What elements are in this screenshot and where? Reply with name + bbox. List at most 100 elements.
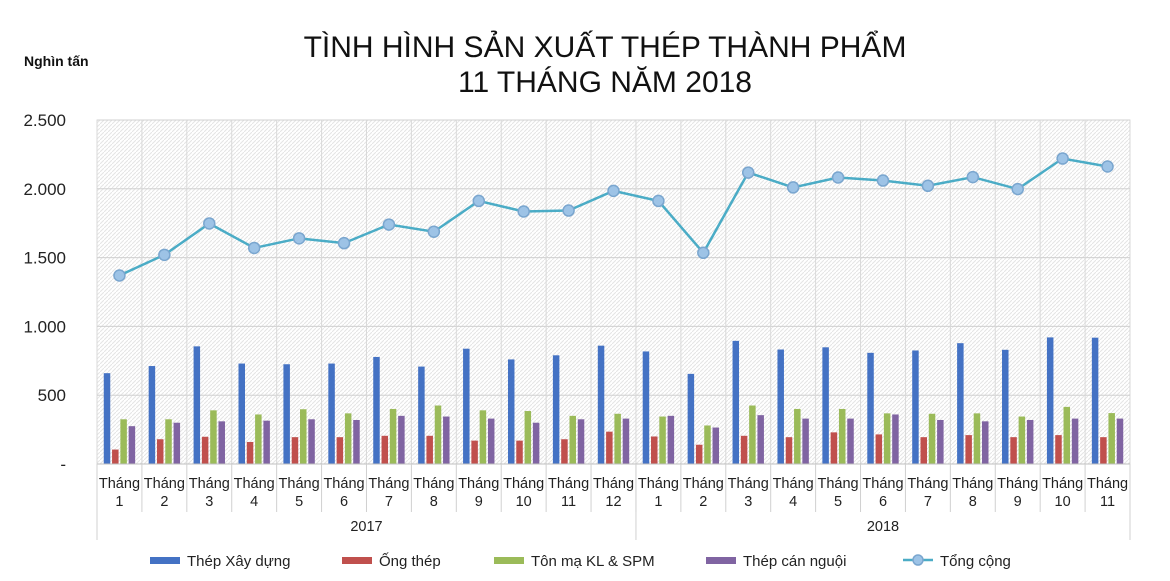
bar [552, 355, 560, 464]
legend-swatch [150, 557, 180, 564]
line-point [607, 184, 620, 198]
legend-label: Tôn mạ KL & SPM [531, 553, 655, 570]
bar [732, 340, 740, 464]
bar [965, 435, 972, 464]
x-tick-month-number: 1 [115, 494, 123, 510]
bar [695, 444, 703, 464]
x-tick-month-word: Tháng [323, 476, 364, 492]
bar [614, 413, 621, 464]
bar [561, 439, 568, 464]
bar [740, 435, 748, 464]
line-point [158, 248, 171, 262]
x-tick-month-number: 2 [160, 494, 168, 510]
x-tick-month-number: 10 [1055, 494, 1071, 510]
bar [1010, 437, 1017, 464]
legend-marker [912, 554, 924, 566]
y-tick-label: 500 [38, 386, 66, 405]
legend-item: Tổng cộng [903, 553, 1011, 570]
bar [757, 415, 764, 464]
bar [875, 434, 883, 464]
bar [1063, 406, 1071, 464]
bar [193, 346, 201, 464]
bar [920, 437, 927, 464]
bar [1018, 416, 1026, 464]
x-tick-month-word: Tháng [413, 476, 454, 492]
bar [344, 413, 352, 464]
bar [838, 408, 846, 464]
line-point [113, 269, 126, 282]
x-tick-month-word: Tháng [458, 476, 499, 492]
x-tick-month-word: Tháng [907, 476, 948, 492]
bar [957, 343, 964, 464]
bar [308, 419, 315, 464]
line-point [1056, 152, 1069, 165]
x-tick-month-word: Tháng [548, 476, 589, 492]
bar [398, 415, 405, 464]
line-point [652, 194, 665, 208]
x-tick-month-word: Tháng [683, 476, 724, 492]
bar [443, 416, 450, 464]
line-point [517, 205, 530, 218]
x-tick-month-word: Tháng [503, 476, 544, 492]
bar [749, 405, 756, 464]
line-point [831, 171, 845, 184]
x-tick-month-word: Tháng [1087, 476, 1128, 492]
y-tick-label: 2.000 [23, 180, 66, 199]
y-tick-label: - [60, 455, 66, 474]
bar [389, 408, 397, 464]
line-point [562, 204, 575, 217]
bar [822, 347, 829, 464]
bar [246, 441, 254, 464]
x-tick-month-word: Tháng [1042, 476, 1083, 492]
bar [210, 410, 217, 464]
bar [1100, 437, 1107, 464]
chart-title-line2: 11 THÁNG NĂM 2018 [458, 66, 752, 99]
legend: Thép Xây dựng Ống thép Tôn mạ KL & SPM Thép… [150, 552, 1011, 570]
bar [173, 422, 181, 464]
x-tick-month-number: 7 [924, 494, 932, 510]
bar [201, 436, 209, 464]
bar [847, 418, 854, 464]
legend-swatch [706, 557, 736, 564]
legend-item: Tôn mạ KL & SPM [494, 553, 655, 570]
legend-item: Thép Xây dựng [150, 553, 290, 570]
bar [667, 415, 675, 464]
legend-label: Thép Xây dựng [187, 553, 290, 570]
line-point [382, 218, 396, 231]
bar [283, 364, 290, 464]
bar [255, 414, 262, 464]
line-point [427, 225, 441, 238]
x-tick-month-number: 10 [516, 494, 532, 510]
line-point [786, 181, 800, 194]
x-tick-month-word: Tháng [638, 476, 679, 492]
bar [1055, 435, 1062, 464]
y-axis-ticks: - 500 1.000 1.500 2.000 2.500 [23, 111, 66, 474]
x-tick-month-number: 9 [475, 494, 483, 510]
series-2 [112, 431, 1107, 464]
bar [336, 437, 344, 464]
legend-item: Ống thép [342, 552, 441, 570]
bar [524, 411, 532, 464]
bar [982, 421, 989, 464]
bar [434, 405, 442, 464]
bar [471, 440, 478, 464]
bar [867, 352, 874, 464]
bar [1108, 413, 1115, 464]
x-tick-month-number: 6 [340, 494, 348, 510]
series-1 [103, 337, 1099, 464]
bar [328, 363, 335, 464]
y-tick-label: 2.500 [23, 111, 66, 130]
x-group-label: 2018 [867, 519, 899, 535]
x-tick-month-word: Tháng [234, 476, 275, 492]
bar [928, 413, 936, 464]
x-tick-month-word: Tháng [189, 476, 230, 492]
bar [973, 413, 981, 464]
bar [1091, 337, 1099, 464]
bar [516, 440, 523, 464]
bar [381, 435, 389, 464]
line-point [921, 179, 935, 193]
series-4 [128, 414, 1124, 464]
bar [479, 410, 487, 464]
x-tick-month-number: 2 [699, 494, 707, 510]
bar [777, 349, 784, 464]
